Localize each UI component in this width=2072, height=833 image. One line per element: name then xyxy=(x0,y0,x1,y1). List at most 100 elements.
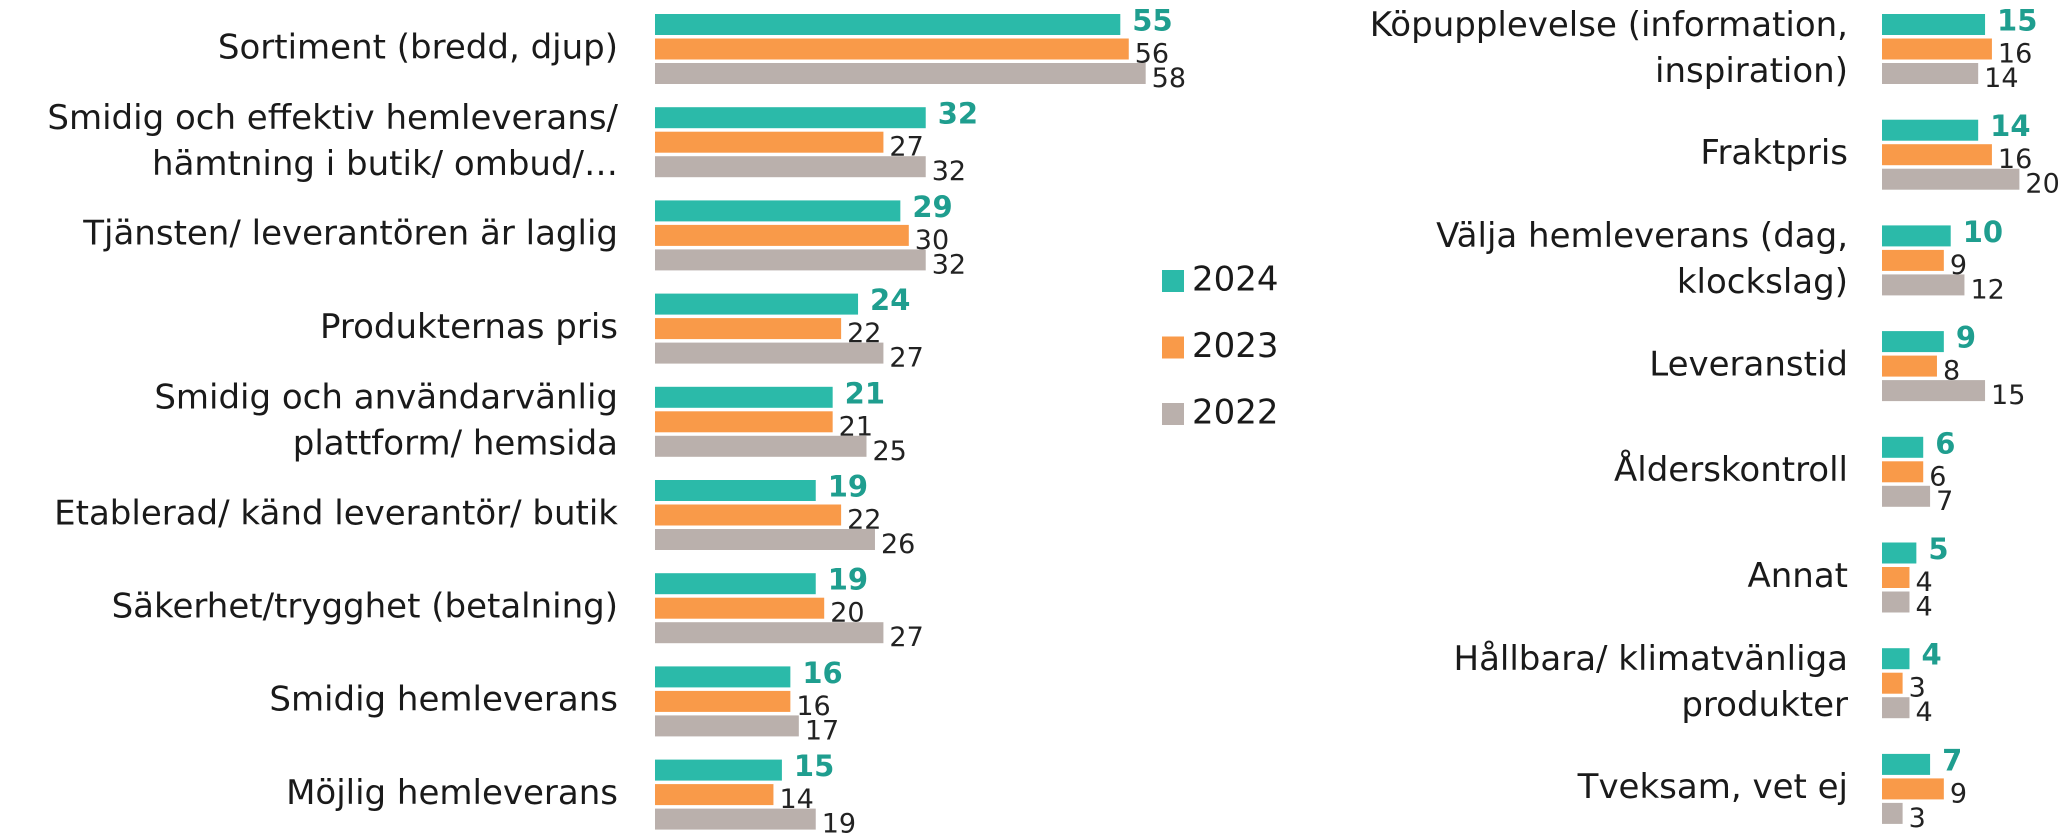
value-label: 27 xyxy=(889,343,923,374)
value-label: 29 xyxy=(912,190,952,224)
bar xyxy=(655,666,791,688)
value-label: 15 xyxy=(1991,380,2025,411)
value-label: 20 xyxy=(2025,169,2059,200)
value-label: 16 xyxy=(1998,39,2032,70)
value-label: 3 xyxy=(1909,803,1926,833)
value-label: 14 xyxy=(1990,109,2030,143)
category-label: Tveksam, vet ej xyxy=(1577,767,1848,807)
legend-label: 2023 xyxy=(1192,326,1279,366)
category-label: Välja hemleverans (dag, klockslag) xyxy=(1436,216,1848,302)
value-label: 32 xyxy=(938,97,978,131)
value-label: 10 xyxy=(1963,215,2003,249)
bar xyxy=(655,784,774,806)
bar xyxy=(655,597,825,619)
bar xyxy=(655,107,926,129)
category-label: Säkerhet/trygghet (betalning) xyxy=(112,586,618,626)
value-label: 8 xyxy=(1943,356,1960,387)
bar xyxy=(1882,436,1924,458)
bar xyxy=(1882,380,1986,402)
bar xyxy=(1882,567,1910,588)
bar xyxy=(1882,144,1992,166)
bar xyxy=(655,249,926,271)
bar xyxy=(1882,331,1944,353)
category-label: Köpupplevelse (information, inspiration) xyxy=(1370,4,1848,90)
value-label: 16 xyxy=(796,691,830,722)
value-label: 9 xyxy=(1950,250,1967,281)
bar xyxy=(1882,802,1903,824)
value-label: 25 xyxy=(873,436,907,467)
value-label: 19 xyxy=(822,809,856,833)
value-label: 16 xyxy=(802,656,842,690)
value-label: 32 xyxy=(932,249,966,280)
value-label: 24 xyxy=(870,283,910,317)
value-label: 4 xyxy=(1915,567,1932,598)
bar xyxy=(1882,542,1917,564)
value-label: 6 xyxy=(1935,426,1955,460)
bar xyxy=(1882,697,1910,719)
legend-label: 2024 xyxy=(1192,260,1279,300)
value-label: 7 xyxy=(1942,743,1962,777)
bar xyxy=(655,480,816,501)
value-label: 5 xyxy=(1928,532,1948,566)
bar xyxy=(655,131,884,153)
bar xyxy=(655,622,884,644)
value-label: 55 xyxy=(1132,4,1172,38)
bar xyxy=(1882,461,1924,483)
bar xyxy=(655,14,1121,35)
bar xyxy=(1882,778,1944,800)
value-label: 4 xyxy=(1915,697,1932,728)
bar xyxy=(1882,38,1992,60)
bar xyxy=(655,715,799,737)
category-label: Smidig och effektiv hemleverans/hämtning… xyxy=(47,97,618,183)
bar xyxy=(655,38,1129,60)
category-label: Etablerad/ känd leverantör/ butik xyxy=(54,493,618,533)
value-label: 9 xyxy=(1950,778,1967,809)
bar xyxy=(655,504,842,526)
value-label: 6 xyxy=(1929,461,1946,492)
bar xyxy=(1882,672,1903,694)
value-label: 19 xyxy=(828,563,868,597)
category-label: Tjänsten/ leverantören är laglig xyxy=(82,214,618,254)
bar xyxy=(655,573,816,595)
value-label: 32 xyxy=(932,156,966,187)
bar xyxy=(655,411,833,433)
bar xyxy=(1882,591,1910,613)
bar xyxy=(655,808,816,830)
legend-swatch xyxy=(1162,336,1184,359)
category-label: Annat xyxy=(1747,556,1848,596)
value-label: 4 xyxy=(1915,592,1932,623)
bar xyxy=(1882,63,1979,84)
value-label: 27 xyxy=(889,622,923,653)
value-label: 15 xyxy=(1997,4,2037,38)
bar xyxy=(655,342,884,364)
legend-swatch xyxy=(1162,270,1184,292)
bar xyxy=(655,529,875,550)
category-label: Smidig och användarvänlig plattform/ hems… xyxy=(154,377,618,463)
bar xyxy=(655,293,859,315)
category-label: Smidig hemleverans xyxy=(269,680,618,720)
category-label: Fraktpris xyxy=(1700,133,1848,173)
value-label: 12 xyxy=(1970,274,2004,305)
value-label: 58 xyxy=(1152,63,1186,94)
category-label: Hållbara/ klimatvänliga produkter xyxy=(1454,638,1848,724)
bar xyxy=(655,318,842,340)
value-label: 14 xyxy=(1984,63,2018,94)
value-label: 21 xyxy=(845,376,885,410)
category-label: Sortiment (bredd, djup) xyxy=(218,27,618,67)
bar xyxy=(655,63,1146,84)
bar xyxy=(655,759,782,781)
value-label: 17 xyxy=(805,715,839,746)
bar xyxy=(655,435,867,457)
value-label: 15 xyxy=(794,749,834,783)
bar xyxy=(655,156,926,178)
category-label: Leveranstid xyxy=(1649,344,1848,384)
category-label: Ålderskontroll xyxy=(1614,449,1848,490)
category-label: Möjlig hemleverans xyxy=(286,773,618,813)
value-label: 4 xyxy=(1921,638,1941,672)
value-label: 26 xyxy=(881,529,915,560)
value-label: 7 xyxy=(1936,486,1953,517)
bar xyxy=(1882,274,1965,296)
bar xyxy=(1882,485,1931,507)
bar xyxy=(1882,249,1944,271)
